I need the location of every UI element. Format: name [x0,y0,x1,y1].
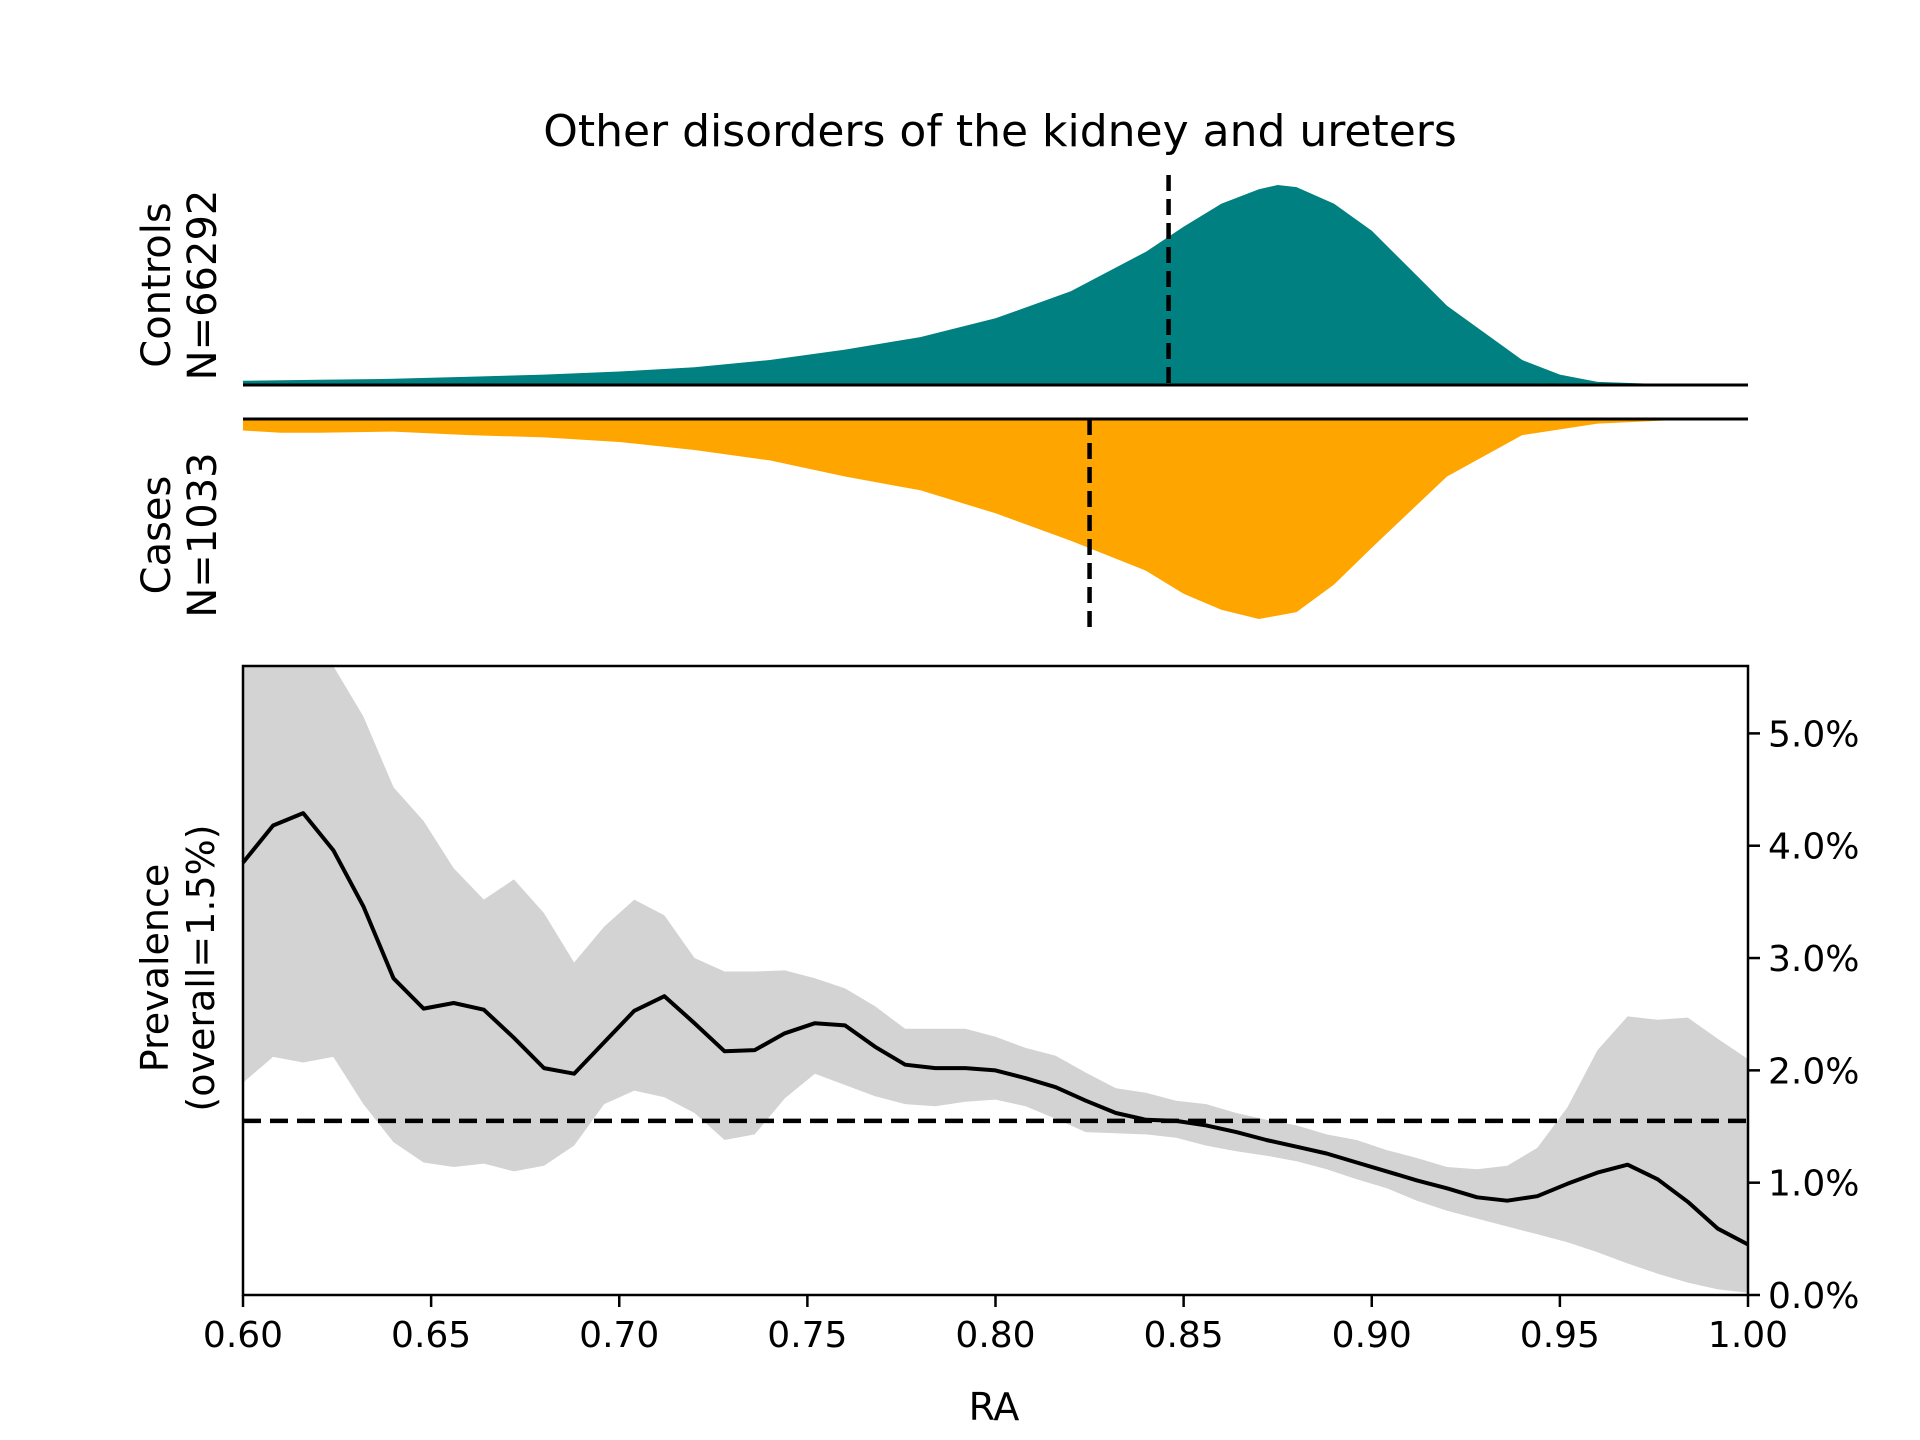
confidence-band [243,666,1748,1293]
x-tick-label: 0.90 [1332,1315,1412,1356]
controls-density-panel: Controls N=66292 [134,175,1748,387]
y-tick-label: 2.0% [1768,1051,1859,1092]
cases-label: Cases [134,476,180,595]
controls-label: Controls [134,202,180,367]
controls-density-area [243,185,1748,385]
x-tick-label: 0.95 [1520,1315,1600,1356]
x-tick-label: 0.75 [767,1315,847,1356]
cases-density-area [243,419,1748,619]
cases-density-panel: Cases N=1033 [134,417,1748,630]
y-tick-label: 4.0% [1768,827,1859,868]
y-axis-ticks: 0.0% 1.0% 2.0% 3.0% 4.0% 5.0% [1748,714,1859,1317]
y-tick-label: 5.0% [1768,714,1859,755]
chart-title: Other disorders of the kidney and ureter… [543,106,1457,157]
y-tick-label: 0.0% [1768,1276,1859,1317]
y-axis-label-overall: (overall=1.5%) [179,824,223,1111]
x-tick-label: 0.65 [391,1315,471,1356]
x-axis-label: RA [969,1385,1020,1429]
x-tick-label: 1.00 [1708,1315,1788,1356]
prevalence-line [241,811,1749,1247]
controls-count-label: N=66292 [180,190,226,381]
cases-count-label: N=1033 [180,452,226,617]
y-tick-label: 1.0% [1768,1164,1859,1205]
x-tick-label: 0.60 [203,1315,283,1356]
x-axis-ticks: 0.60 0.65 0.70 0.75 0.80 0.85 0.90 0.95 1.00 [203,1295,1788,1356]
x-tick-label: 0.85 [1144,1315,1224,1356]
prevalence-panel: 0.60 0.65 0.70 0.75 0.80 0.85 0.90 0.95 1.00 0.0… [133,664,1859,1429]
y-tick-label: 3.0% [1768,939,1859,980]
x-tick-label: 0.70 [579,1315,659,1356]
y-axis-label: Prevalence [133,864,177,1072]
x-tick-label: 0.80 [955,1315,1035,1356]
